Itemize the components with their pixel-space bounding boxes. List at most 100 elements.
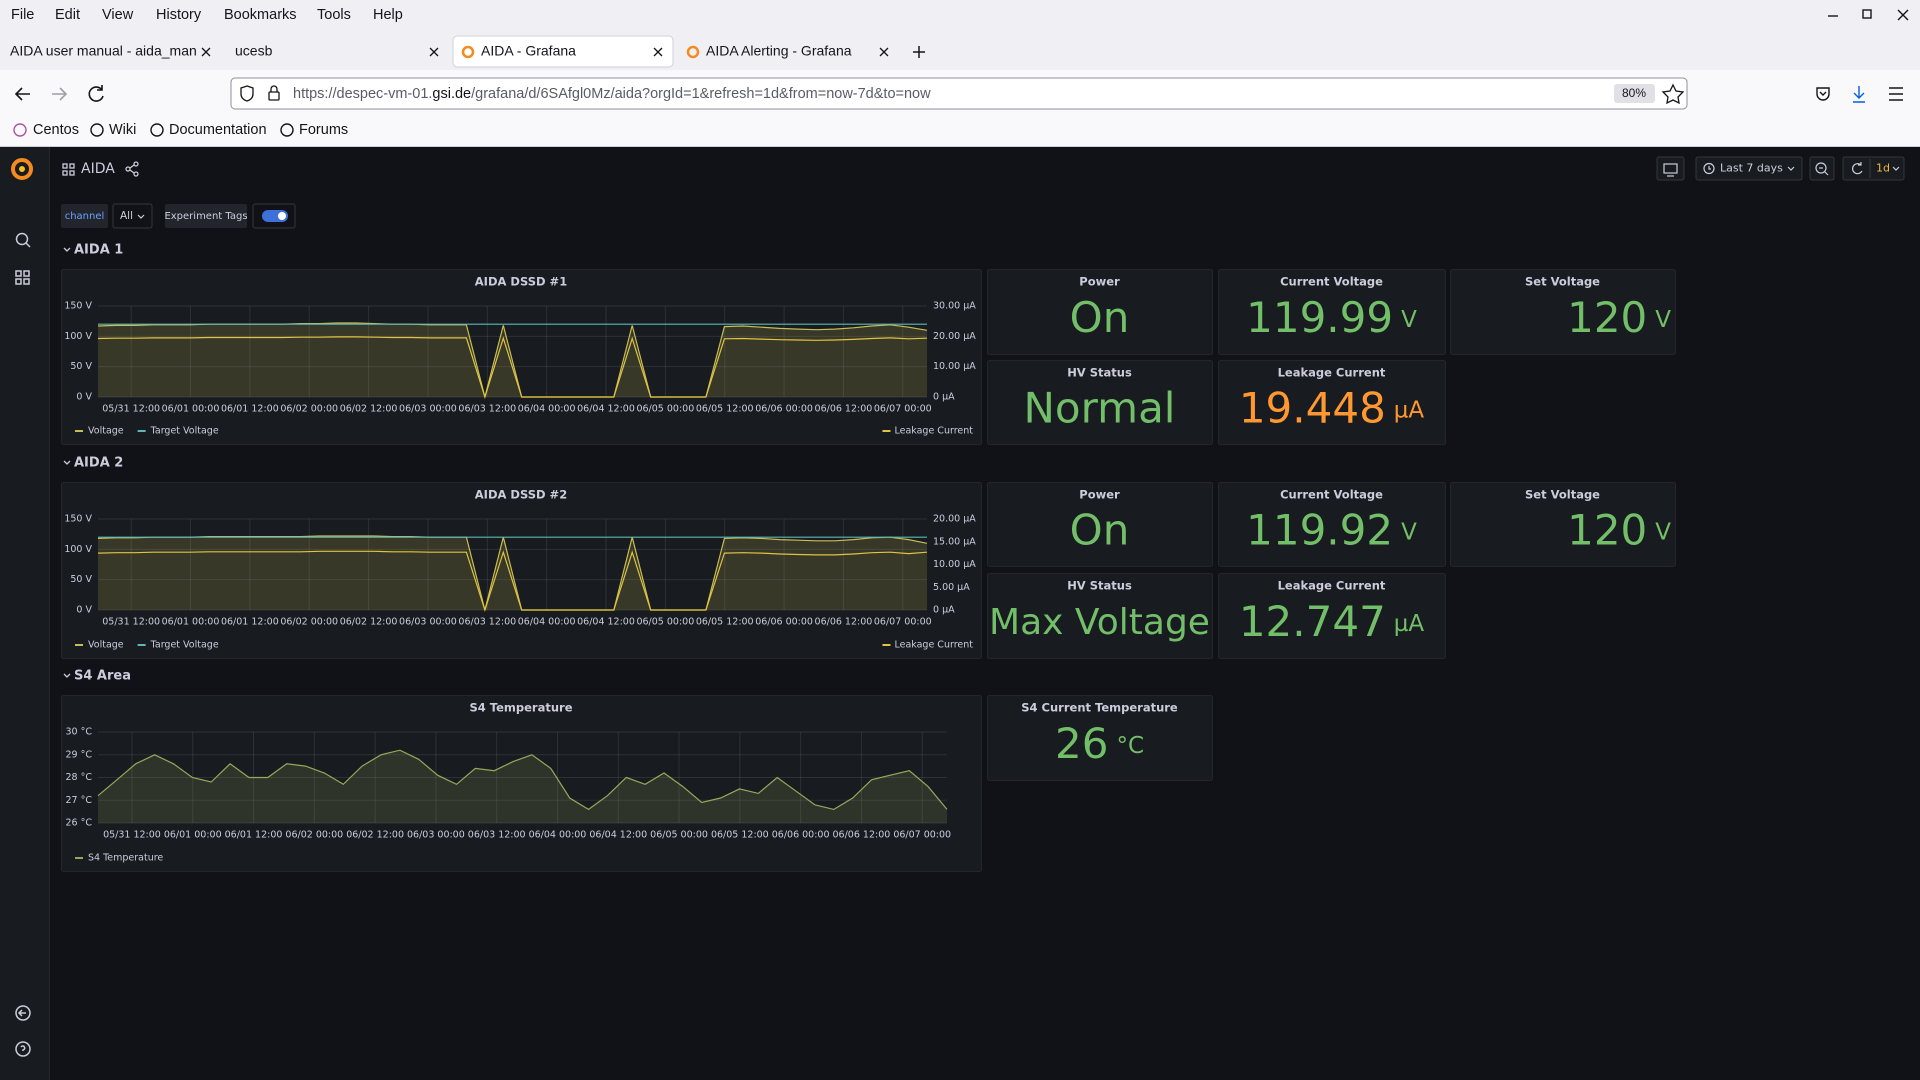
stat-value: Normal bbox=[1024, 383, 1176, 432]
row-title[interactable]: AIDA 1 bbox=[74, 243, 123, 258]
y-tick-label: 50 V bbox=[70, 574, 92, 585]
tab-title[interactable]: AIDA Alerting - Grafana bbox=[706, 43, 852, 59]
stat-value: On bbox=[1070, 293, 1130, 342]
variable-select[interactable] bbox=[112, 203, 153, 229]
time-range[interactable]: Last 7 days bbox=[1720, 162, 1783, 175]
toolbar-icons[interactable] bbox=[1816, 86, 1903, 103]
row-caret[interactable] bbox=[63, 247, 71, 252]
menu-item[interactable]: File bbox=[11, 7, 34, 23]
x-tick-label: 06/06 00:00 bbox=[772, 830, 830, 841]
legend-label[interactable]: Leakage Current bbox=[894, 426, 973, 437]
x-tick-label: 06/04 12:00 bbox=[577, 404, 635, 415]
x-tick-label: 06/04 12:00 bbox=[589, 830, 647, 841]
x-tick-label: 06/01 00:00 bbox=[164, 830, 222, 841]
series-area bbox=[98, 536, 927, 610]
stat-unit: V bbox=[1401, 307, 1417, 333]
menu-item[interactable]: Tools bbox=[317, 7, 351, 23]
shield-icon bbox=[240, 85, 254, 102]
tags-name: Experiment Tags bbox=[164, 211, 247, 222]
legend-label[interactable]: S4 Temperature bbox=[88, 853, 163, 864]
panel-title: S4 Current Temperature bbox=[1021, 701, 1178, 715]
y-tick-label: 0 V bbox=[76, 392, 92, 403]
stat-number: 19.448 bbox=[1239, 383, 1386, 432]
refresh-interval[interactable]: 1d bbox=[1876, 162, 1890, 175]
panel-title: Power bbox=[1079, 488, 1120, 502]
menu-item[interactable]: View bbox=[102, 7, 134, 23]
tab-active[interactable] bbox=[452, 35, 674, 68]
x-tick-label: 06/05 00:00 bbox=[650, 830, 708, 841]
x-tick-label: 06/07 00:00 bbox=[893, 830, 951, 841]
bookmark[interactable]: Wiki bbox=[109, 122, 136, 138]
panel bbox=[1218, 269, 1446, 355]
top-control-icons bbox=[1663, 159, 1900, 178]
url-part: https://despec-vm-01. bbox=[293, 86, 432, 102]
bookmark-icon bbox=[13, 123, 27, 137]
legend-label[interactable]: Target Voltage bbox=[150, 426, 219, 437]
sidebar-icons[interactable] bbox=[15, 232, 31, 1057]
panel-title: AIDA DSSD #1 bbox=[475, 275, 567, 289]
y-tick-label: 26 °C bbox=[66, 818, 93, 829]
tab-title[interactable]: AIDA - Grafana bbox=[481, 43, 576, 59]
x-tick-label: 06/03 12:00 bbox=[458, 617, 516, 628]
panel-title: Current Voltage bbox=[1280, 488, 1383, 502]
window-controls[interactable] bbox=[1828, 9, 1909, 21]
y-tick-label: 150 V bbox=[64, 514, 92, 525]
url-bar[interactable] bbox=[230, 77, 1688, 110]
panel-title: HV Status bbox=[1067, 579, 1132, 593]
stat-number: On bbox=[1070, 293, 1130, 342]
x-tick-label: 06/07 00:00 bbox=[874, 404, 932, 415]
stat-unit: °C bbox=[1116, 733, 1144, 759]
nav-buttons[interactable] bbox=[14, 85, 104, 102]
x-tick-label: 06/06 12:00 bbox=[815, 404, 873, 415]
tab-close[interactable] bbox=[653, 47, 663, 57]
tab-close[interactable] bbox=[429, 47, 439, 57]
row-title[interactable]: S4 Area bbox=[74, 669, 131, 684]
tab-favicon bbox=[686, 45, 700, 59]
y2-tick-label: 15.00 µA bbox=[933, 536, 976, 547]
x-tick-label: 06/05 12:00 bbox=[696, 617, 754, 628]
legend-label[interactable]: Target Voltage bbox=[150, 640, 219, 651]
grafana-logo[interactable] bbox=[11, 158, 33, 180]
y2-tick-label: 5.00 µA bbox=[933, 582, 970, 593]
top-controls[interactable] bbox=[1656, 156, 1905, 181]
panel-title: Set Voltage bbox=[1525, 488, 1600, 502]
x-tick-label: 06/03 12:00 bbox=[468, 830, 526, 841]
y-tick-label: 29 °C bbox=[66, 749, 93, 760]
dashboard-title[interactable]: AIDA bbox=[81, 161, 115, 177]
bookmark[interactable]: Centos bbox=[33, 122, 79, 138]
legend-label[interactable]: Leakage Current bbox=[894, 640, 973, 651]
new-tab[interactable] bbox=[913, 46, 925, 58]
legend-label[interactable]: Voltage bbox=[88, 640, 124, 651]
menu-item[interactable]: History bbox=[156, 7, 202, 23]
menu-item[interactable]: Bookmarks bbox=[224, 7, 297, 23]
zoom-badge[interactable] bbox=[1614, 84, 1655, 103]
menu-item[interactable]: Help bbox=[373, 7, 403, 23]
stat-number: 119.92 bbox=[1246, 505, 1393, 554]
menu-item[interactable]: Edit bbox=[55, 7, 80, 23]
panel-title: Leakage Current bbox=[1278, 366, 1386, 380]
y2-tick-label: 0 µA bbox=[933, 605, 955, 616]
x-tick-label: 05/31 12:00 bbox=[102, 617, 160, 628]
x-tick-label: 06/07 00:00 bbox=[874, 617, 932, 628]
row-title[interactable]: AIDA 2 bbox=[74, 456, 123, 471]
x-tick-label: 06/05 12:00 bbox=[696, 404, 754, 415]
toggle-knob bbox=[278, 212, 286, 220]
tab-title[interactable]: AIDA user manual - aida_man bbox=[10, 43, 197, 59]
tab-title[interactable]: ucesb bbox=[235, 43, 273, 59]
dashboard-icons[interactable] bbox=[62, 161, 139, 177]
row-caret[interactable] bbox=[63, 673, 71, 678]
bookmark[interactable]: Documentation bbox=[169, 122, 267, 138]
star-icon[interactable] bbox=[1661, 83, 1685, 105]
y-tick-label: 0 V bbox=[76, 605, 92, 616]
legend-label[interactable]: Voltage bbox=[88, 426, 124, 437]
tab-close[interactable] bbox=[879, 47, 889, 57]
bookmark[interactable]: Forums bbox=[299, 122, 348, 138]
x-tick-label: 06/02 00:00 bbox=[280, 404, 338, 415]
x-tick-label: 06/02 00:00 bbox=[285, 830, 343, 841]
tags-label bbox=[165, 204, 247, 228]
url-text[interactable]: https://despec-vm-01.gsi.de/grafana/d/6S… bbox=[293, 86, 931, 102]
zoom-level[interactable]: 80% bbox=[1622, 86, 1646, 100]
row-caret[interactable] bbox=[63, 460, 71, 465]
x-tick-label: 06/03 00:00 bbox=[399, 404, 457, 415]
tab-close[interactable] bbox=[201, 47, 211, 57]
